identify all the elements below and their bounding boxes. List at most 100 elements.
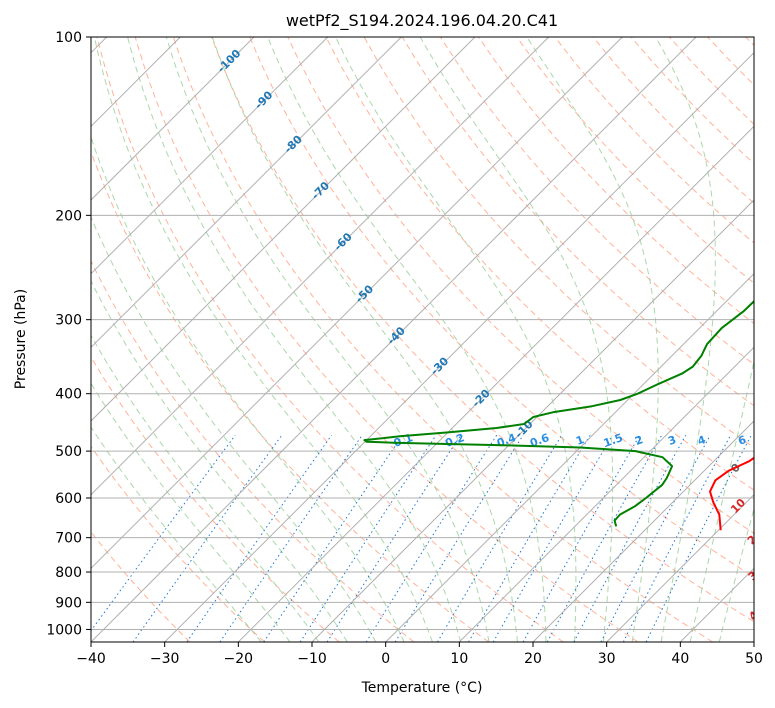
- dry-adiabat: [554, 37, 754, 244]
- moist-adiabat: [335, 37, 577, 642]
- moist-adiabat: [91, 382, 291, 642]
- y-axis-label: Pressure (hPa): [13, 289, 29, 389]
- dry-adiabat: [592, 37, 754, 204]
- y-tick-label: 1000: [46, 622, 82, 638]
- isotherm-line: [679, 567, 754, 642]
- y-tick-label: 100: [55, 30, 82, 46]
- dry-adiabat: [91, 445, 265, 642]
- mixing-ratio-line: [365, 434, 498, 642]
- isotherm-label: -30: [428, 354, 451, 377]
- x-tick-label: −20: [224, 651, 254, 667]
- grid-lines: [91, 37, 754, 630]
- x-tick-label: 20: [524, 651, 542, 667]
- y-tick-label: 300: [55, 313, 82, 329]
- moist-adiabat: [127, 37, 462, 642]
- x-tick-label: 10: [450, 651, 468, 667]
- isotherm-line: [753, 641, 754, 642]
- mixing-ratio-line: [492, 434, 614, 642]
- mixing-ratio-label: 1.5: [602, 431, 625, 450]
- dry-adiabat: [325, 37, 754, 491]
- guide-lines: [91, 37, 754, 642]
- guide-labels: -100-90-80-70-60-50-40-30-20-100.1 0.2 0.4…: [215, 47, 766, 624]
- temperature-line: [709, 456, 754, 531]
- y-tick-label: 200: [55, 208, 82, 224]
- moist-adiabat: [91, 334, 320, 642]
- moist-adiabat: [211, 37, 518, 642]
- isotherm-line: [91, 37, 329, 275]
- y-tick-label: 700: [55, 531, 82, 547]
- x-axis-label: Temperature (°C): [361, 680, 483, 696]
- moist-adiabat: [267, 37, 547, 642]
- moist-adiabat: [689, 358, 754, 642]
- dry-adiabat: [363, 37, 754, 449]
- x-tick-label: −10: [297, 651, 327, 667]
- isotherm-line: [458, 346, 754, 642]
- moist-adiabat: [655, 37, 716, 642]
- x-tick-label: 0: [381, 651, 390, 667]
- mixing-ratio-label: 4: [696, 433, 708, 448]
- isotherm-line: [91, 37, 476, 422]
- mixing-ratio-line: [622, 434, 732, 642]
- isotherm-line: [91, 37, 697, 642]
- mixing-ratio-line: [263, 434, 404, 642]
- y-tick-label: 600: [55, 491, 82, 507]
- isotherm-line: [532, 420, 754, 642]
- dry-adiabat: [478, 37, 754, 325]
- dry-adiabat: [287, 37, 754, 534]
- y-tick-label: 800: [55, 565, 82, 581]
- dry-adiabat: [745, 37, 754, 47]
- dry-adiabat: [249, 37, 754, 578]
- dry-adiabat: [516, 37, 754, 284]
- isotherm-line: [311, 199, 754, 642]
- plot-frame: [90, 36, 755, 643]
- isotherm-line: [237, 125, 754, 642]
- y-tick-label: 900: [55, 595, 82, 611]
- moist-adiabat: [718, 506, 754, 642]
- isotherm-line: [91, 37, 402, 349]
- axis-ticks: −40 −30 −20 −10 0 10 20 30 40 5010020030040050060…: [46, 30, 763, 667]
- dry-adiabat: [439, 37, 754, 366]
- isotherm-label: -20: [470, 387, 493, 410]
- x-tick-label: 30: [598, 651, 616, 667]
- moist-adiabat-label: 20: [745, 527, 765, 547]
- isotherm-label: -70: [309, 179, 332, 202]
- mixing-ratio-line: [468, 434, 591, 642]
- moist-adiabat: [526, 37, 659, 642]
- dry-adiabat: [96, 37, 564, 642]
- mixing-ratio-line: [132, 434, 283, 642]
- mixing-ratio-line: [436, 434, 563, 642]
- dry-adiabat: [91, 150, 489, 642]
- mixing-ratio-label: 2: [633, 433, 645, 448]
- dry-adiabat: [707, 37, 754, 86]
- moist-adiabat: [91, 135, 405, 642]
- mixing-ratio-line: [299, 434, 437, 642]
- isotherm-line: [385, 272, 754, 642]
- moist-adiabat: [419, 37, 614, 642]
- x-tick-label: 50: [745, 651, 763, 667]
- moist-adiabat-label: 40: [746, 603, 766, 623]
- isotherm-line: [91, 37, 623, 570]
- isotherm-line: [91, 37, 255, 201]
- isotherm-label: -60: [331, 230, 354, 253]
- mixing-ratio-line: [546, 434, 663, 642]
- mixing-ratio-line: [573, 434, 687, 642]
- mixing-ratio-line: [326, 434, 462, 642]
- x-tick-label: 40: [671, 651, 689, 667]
- y-tick-label: 500: [55, 444, 82, 460]
- isotherm-line: [606, 493, 754, 642]
- dry-adiabat: [91, 356, 340, 642]
- mixing-ratio-line: [522, 434, 641, 642]
- chart-title: wetPf2_S194.2024.196.04.20.C41: [286, 11, 558, 31]
- x-tick-label: −40: [76, 651, 106, 667]
- dewpoint-line: [363, 299, 754, 527]
- isotherm-line: [91, 37, 550, 496]
- dry-adiabat: [172, 37, 713, 642]
- profile-lines: [363, 299, 754, 531]
- moist-adiabat: [165, 37, 490, 642]
- mixing-ratio-label: 0.1: [392, 431, 415, 450]
- isotherm-line: [164, 51, 754, 642]
- moist-adiabat-label: 10: [728, 496, 748, 516]
- isotherm-label: -40: [385, 324, 408, 347]
- dry-adiabat: [669, 37, 754, 125]
